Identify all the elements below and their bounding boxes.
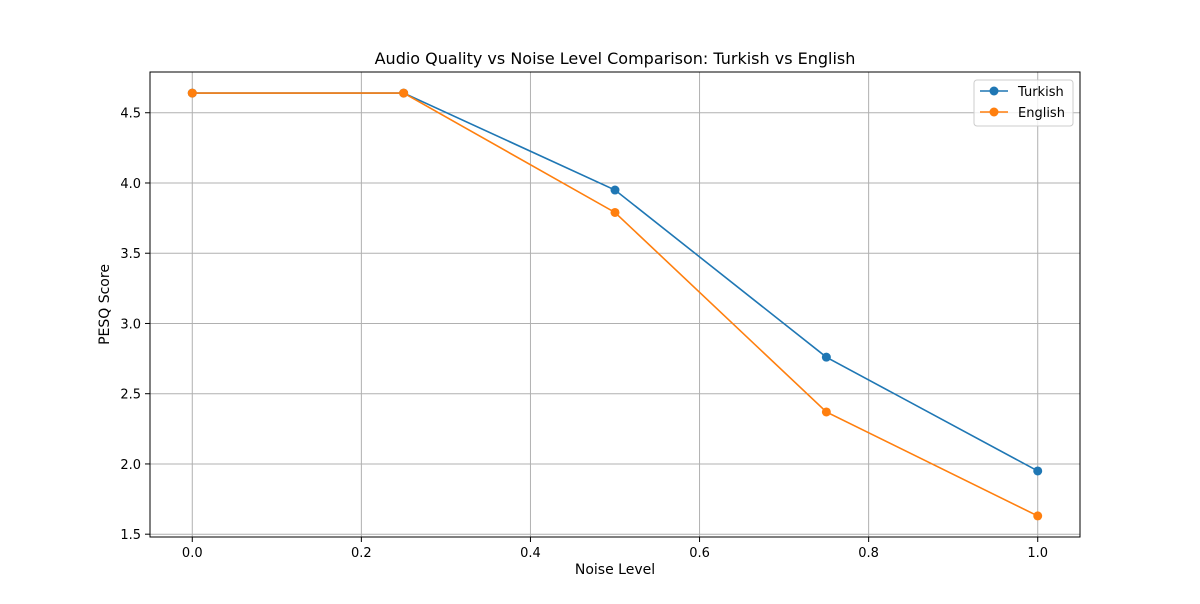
data-point-english xyxy=(187,88,197,98)
y-tick-label: 2.5 xyxy=(120,388,141,403)
y-tick-label: 4.5 xyxy=(120,107,141,122)
legend-label-english: English xyxy=(1018,106,1065,121)
y-axis-label: PESQ Score xyxy=(97,264,113,345)
legend: Turkish English xyxy=(973,79,1074,127)
x-tick-label: 0.8 xyxy=(858,546,879,561)
data-point-turkish xyxy=(821,352,831,362)
y-tick-label: 1.5 xyxy=(120,528,141,543)
legend-marker-english xyxy=(989,107,999,117)
y-tick-label: 2.0 xyxy=(120,458,141,473)
data-point-english xyxy=(1033,511,1043,521)
y-tick-label: 3.5 xyxy=(120,247,141,262)
chart-title: Audio Quality vs Noise Level Comparison:… xyxy=(375,49,856,68)
data-point-english xyxy=(610,207,620,217)
x-axis-label: Noise Level xyxy=(575,562,655,578)
legend-label-turkish: Turkish xyxy=(1017,85,1064,100)
y-tick-label: 3.0 xyxy=(120,317,141,332)
series-group xyxy=(187,88,1043,521)
plot-frame xyxy=(149,71,1081,538)
x-tick-label: 0.6 xyxy=(689,546,710,561)
x-tick-label: 0.4 xyxy=(520,546,541,561)
y-tick-label: 4.0 xyxy=(120,177,141,192)
axis-ticks: 0.0 0.2 0.4 0.6 0.8 1.0 1.5 2.0 2.5 3.0 3.5 4.0 4.5 xyxy=(120,107,1048,561)
data-point-english xyxy=(821,407,831,417)
x-tick-label: 0.2 xyxy=(351,546,372,561)
data-point-turkish xyxy=(610,185,620,195)
data-point-english xyxy=(399,88,409,98)
legend-marker-turkish xyxy=(989,86,999,96)
x-tick-label: 1.0 xyxy=(1027,546,1048,561)
grid xyxy=(150,72,1080,537)
data-point-turkish xyxy=(1033,466,1043,476)
x-tick-label: 0.0 xyxy=(182,546,203,561)
